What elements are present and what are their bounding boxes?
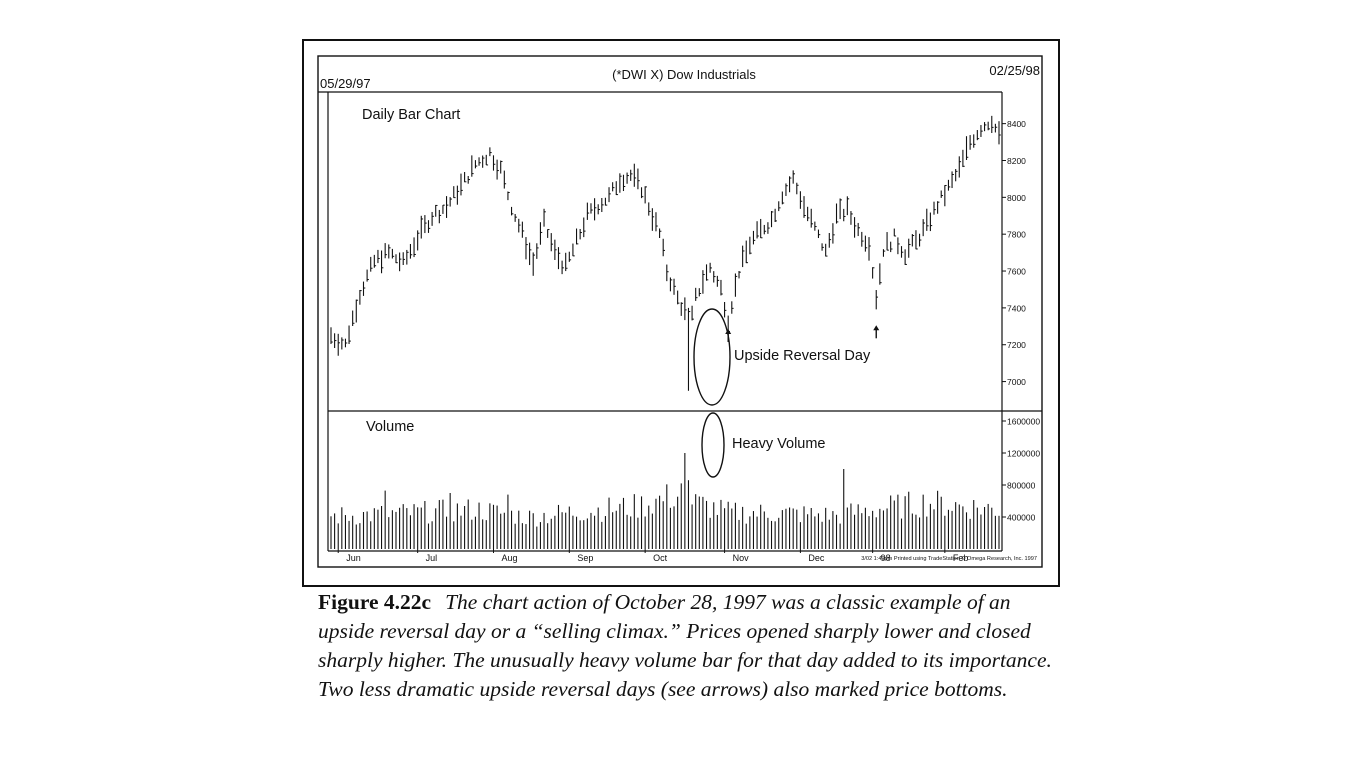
month-axis-labels: Jun Jul Aug Sep Oct Nov Dec 98 Feb (337, 549, 969, 563)
volume-tick-label: 1200000 (1007, 449, 1040, 459)
heavy-volume-ellipse (701, 412, 725, 478)
volume-tick-label: 800000 (1007, 481, 1036, 491)
price-axis-ticks: 8400 8200 8000 7800 7600 7400 7200 7000 (1002, 119, 1026, 387)
month-label: Dec (808, 553, 825, 563)
month-label: Aug (501, 553, 517, 563)
reversal-arrow (873, 325, 880, 339)
chart-figure: 05/29/97 (*DWI X) Dow Industrials 02/25/… (302, 39, 1060, 587)
volume-axis-ticks: 1600000 1200000 800000 400000 (1002, 417, 1040, 523)
volume-tick-label: 400000 (1007, 513, 1036, 523)
price-panel-label: Daily Bar Chart (362, 107, 460, 123)
volume-panel-label: Volume (366, 419, 414, 435)
reversal-arrows (725, 325, 880, 342)
month-label: 98 (881, 553, 891, 563)
chart-inner-frame (317, 55, 1043, 568)
figure-label: Figure 4.22c (318, 590, 432, 614)
chart-title: (*DWI X) Dow Industrials (612, 67, 756, 82)
price-tick-label: 7600 (1007, 267, 1026, 277)
footer-credit: 3/02 1:40pm Printed using TradeStation ©… (861, 555, 1037, 562)
price-bars (330, 115, 1001, 391)
reversal-day-ellipse (693, 308, 731, 406)
price-tick-label: 7800 (1007, 230, 1026, 240)
volume-tick-label: 1600000 (1007, 417, 1040, 427)
price-tick-label: 7400 (1007, 303, 1026, 313)
figure-caption-text: The chart action of October 28, 1997 was… (318, 590, 1052, 701)
price-tick-label: 8200 (1007, 156, 1026, 166)
month-label: Sep (577, 553, 593, 563)
month-label: Nov (733, 553, 750, 563)
volume-bars (330, 453, 1000, 549)
volume-annotation: Heavy Volume (732, 436, 826, 452)
price-tick-label: 7200 (1007, 340, 1026, 350)
reversal-annotation: Upside Reversal Day (734, 348, 871, 364)
chart-outer-frame (302, 39, 1060, 587)
end-date: 02/25/98 (989, 63, 1040, 78)
month-label: Feb (953, 553, 969, 563)
price-tick-label: 8000 (1007, 193, 1026, 203)
month-label: Jul (426, 553, 438, 563)
price-tick-label: 7000 (1007, 377, 1026, 387)
figure-caption: Figure 4.22c The chart action of October … (318, 588, 1058, 704)
month-label: Jun (346, 553, 361, 563)
month-label: Oct (653, 553, 668, 563)
start-date: 05/29/97 (320, 76, 371, 91)
price-tick-label: 8400 (1007, 119, 1026, 129)
reversal-arrow (725, 328, 732, 342)
